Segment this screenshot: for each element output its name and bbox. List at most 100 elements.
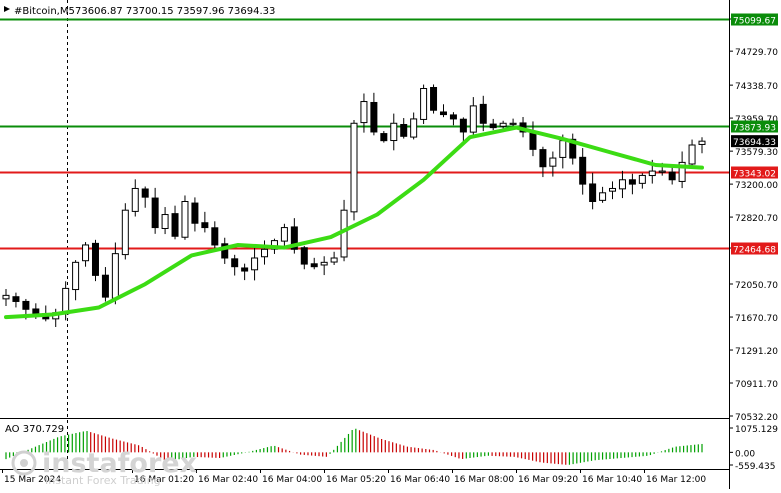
candle-body [111,253,119,299]
candle-body [191,202,199,224]
level-tag [731,166,778,179]
candle-body [449,114,457,120]
price-tick-label: 72820.70 [735,214,778,224]
candle-body [638,174,646,184]
level-tag [731,242,778,255]
level-tag-label: 73343.02 [733,170,776,180]
candle-body [569,138,577,159]
candle-body [151,197,159,229]
ao-histogram-layer [5,428,703,465]
candle-body [310,263,318,268]
current-price-tag [731,135,778,148]
candle-body [261,248,269,258]
time-tick-label: 16 Mar 02:40 [198,475,258,485]
candle-body [410,118,418,138]
candle-body [101,274,109,298]
current-price-label: 73694.33 [733,138,776,148]
candle-body [62,287,70,315]
candle-body [360,101,368,124]
candle-body [22,300,30,310]
candle-body [181,201,189,238]
candle-body [12,296,20,302]
candle-body [370,101,378,133]
time-tick-label: 16 Mar 01:20 [134,475,194,485]
level-tag [731,13,778,26]
ao-scale-label: 1075.129 [735,425,778,435]
price-tick-label: 73959.70 [735,115,778,125]
watermark-logo-dot-icon [20,459,28,467]
price-tick-label: 71291.20 [735,347,778,357]
candle-body [589,183,597,203]
candle-body [320,261,328,266]
symbol-marker-icon [4,6,10,12]
candle-body [459,118,467,133]
price-tick-label: 74338.70 [735,82,778,92]
price-tick-label: 74729.70 [735,48,778,58]
time-tick-label: 16 Mar 04:00 [262,475,322,485]
symbol-label: #Bitcoin,M5 [14,6,75,17]
candle-body [280,227,288,242]
time-tick-label: 16 Mar 12:00 [646,475,706,485]
candle-body [400,124,408,137]
candle-body [2,294,10,300]
candle-body [579,156,587,185]
level-tag-label: 73873.93 [733,124,776,134]
candle-body [131,187,139,212]
candle-body [221,243,229,259]
candle-body [539,149,547,168]
time-tick-label: 16 Mar 09:20 [518,475,578,485]
candle-body [668,171,676,181]
watermark-tagline: Instant Forex Trading [45,474,161,487]
candle-body [648,170,656,177]
candle-body [82,244,90,262]
candle-body [688,144,696,165]
candle-body [658,170,666,173]
candle-body [251,257,259,271]
time-tick-label: 16 Mar 08:00 [454,475,514,485]
time-tick-label: 16 Mar 06:40 [390,475,450,485]
candle-body [290,226,298,250]
candle-body [499,122,507,127]
candle-body [91,242,99,276]
candle-body [698,140,706,145]
price-tick-label: 70911.70 [735,380,778,390]
time-tick-label: 15 Mar 2024 [4,475,61,485]
candle-body [380,133,388,142]
levels-layer [0,18,729,250]
candle-body [509,122,517,125]
candle-body [618,179,626,190]
ao-label: AO 370.729 [5,424,64,435]
ma-line [4,125,704,320]
level-tag-label: 75099.67 [733,17,776,27]
candle-body [241,267,249,272]
watermark: instaforex Instant Forex Trading [11,448,197,487]
candle-body [330,257,338,263]
candle-body [678,161,686,182]
candle-body [300,247,308,265]
ao-scale-label: 0.00 [735,449,755,459]
candle-body [628,179,636,185]
candle-body [559,140,567,158]
candle-body [390,122,398,142]
time-axis-layer: 15 Mar 2024 16 Mar 01:20 16 Mar 02:40 16 Ma… [2,469,706,485]
candle-body [599,192,607,201]
price-tick-label: 72050.70 [735,281,778,291]
candle-body [430,86,438,111]
candle-body [420,88,428,120]
ohlc-readout: 73606.87 73700.15 73597.96 73694.33 [75,6,275,17]
price-tick-label: 71670.70 [735,314,778,324]
price-tick-label: 73579.30 [735,148,778,158]
level-tag-label: 72464.68 [733,246,776,256]
level-tag [731,120,778,133]
candle-body [141,188,149,198]
candle-body [529,131,537,150]
candle-body [350,122,358,213]
ao-scale-label: -559.435 [735,462,775,472]
moving-average-layer [4,125,704,320]
candle-body [469,105,477,133]
candle-body [489,123,497,129]
candle-body [121,209,129,256]
